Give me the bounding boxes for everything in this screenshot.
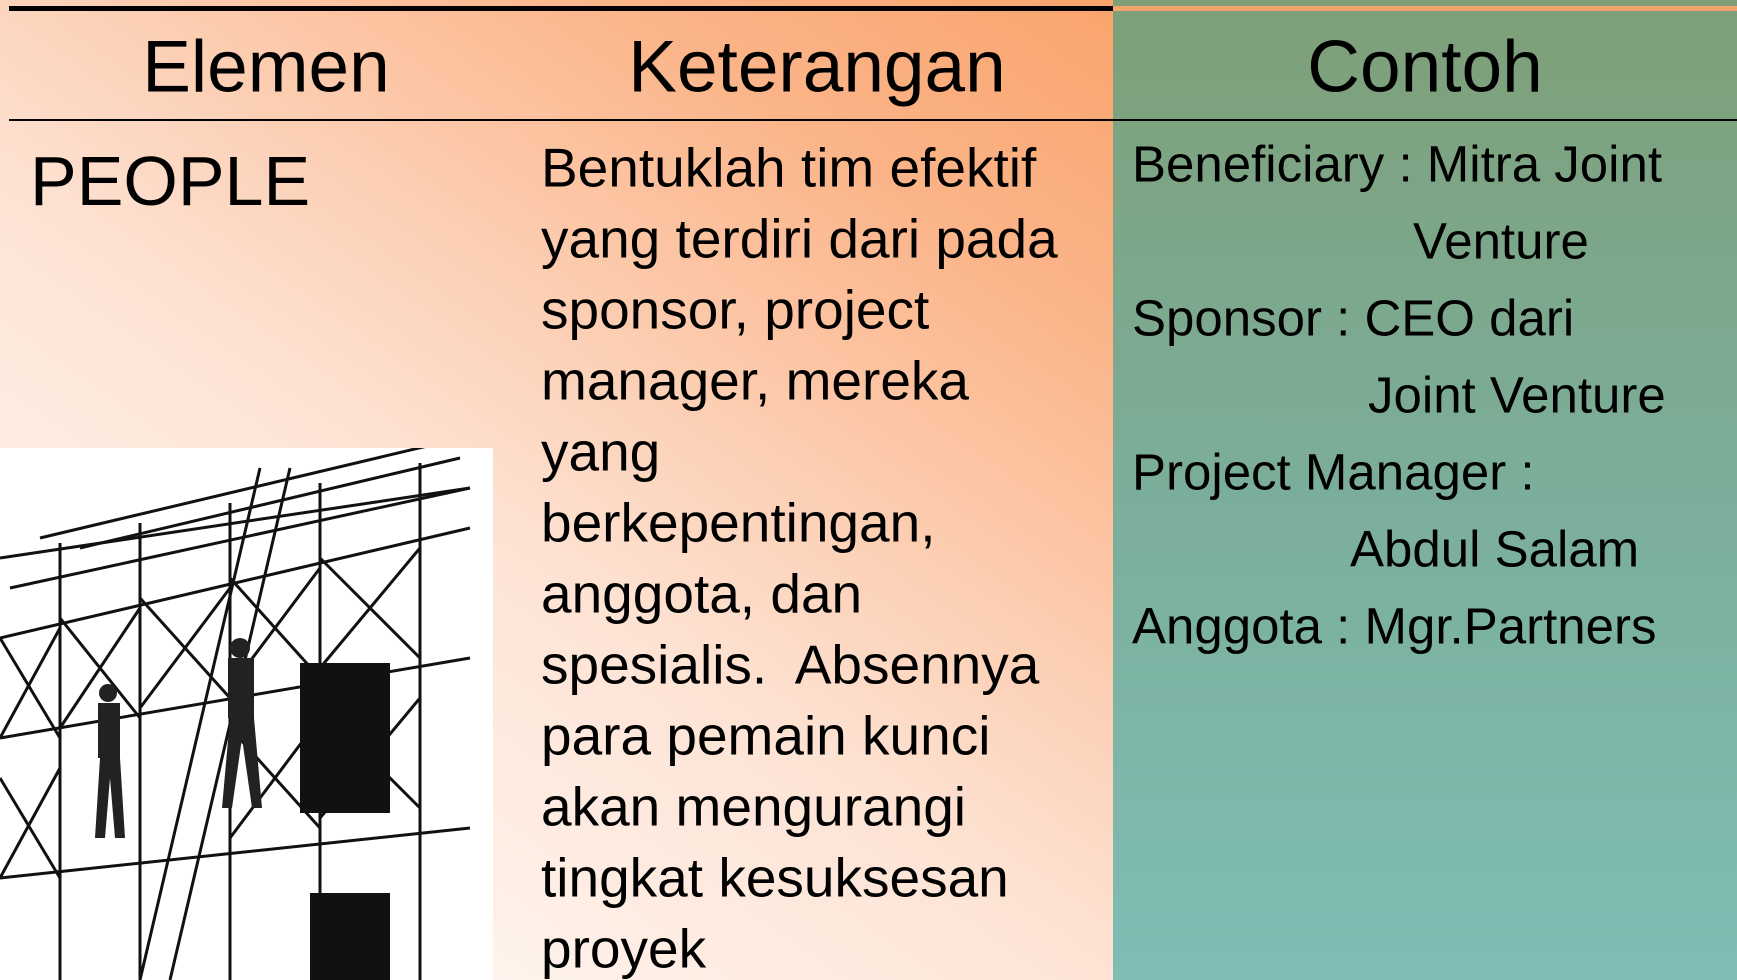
description-line: manager, mereka [541,349,969,412]
top-rule [9,6,1113,11]
description-line: proyek [541,917,707,980]
example-line: Joint Venture [1368,366,1666,424]
header-cell: Elemen [142,26,390,108]
header-rule [9,119,1737,121]
description-line: sponsor, project [541,278,930,341]
top-rule-right [1113,6,1737,11]
right-panel [1113,0,1737,980]
description-line: yang terdiri dari pada [541,207,1058,270]
example-line: Project Manager : [1132,443,1535,501]
example-line: Anggota : Mgr.Partners [1132,597,1657,655]
description-line: Bentuklah tim efektif [541,136,1037,199]
description-line: spesialis. Absennya [541,633,1040,696]
description-line: akan mengurangi [541,775,967,838]
description-line: berkepentingan, [541,491,936,554]
scaffold-illustration [0,448,493,980]
example-line: Venture [1413,212,1589,270]
description-line: yang [541,420,661,483]
header-cell: Contoh [1307,26,1543,108]
example-line: Sponsor : CEO dari [1132,289,1575,347]
description-line: para pemain kunci [541,704,991,767]
description-line: anggota, dan [541,562,863,625]
example-line: Beneficiary : Mitra Joint [1132,135,1663,193]
description-line: tingkat kesuksesan [541,846,1009,909]
example-line: Abdul Salam [1350,520,1640,578]
element-cell: PEOPLE [30,142,311,220]
header-cell: Keterangan [628,26,1006,108]
